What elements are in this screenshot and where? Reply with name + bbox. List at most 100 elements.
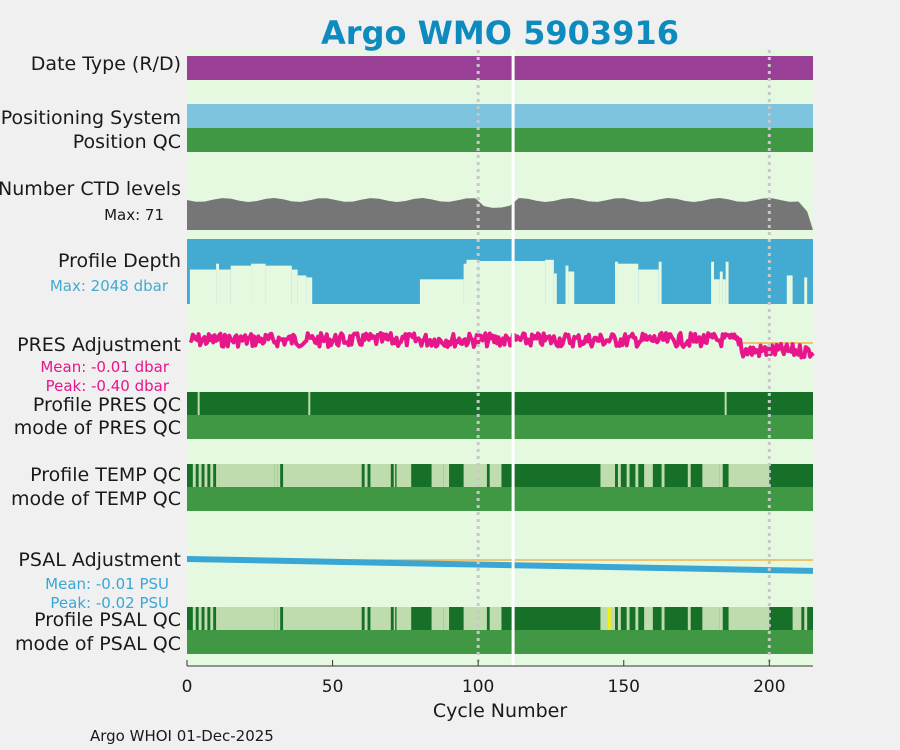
x-axis: 0 50 100 150 200 xyxy=(182,660,813,697)
psal-qc-light-segment xyxy=(277,607,281,630)
profile-depth-shallow xyxy=(463,263,467,304)
temp-qc-light-segment xyxy=(210,464,214,487)
psal-qc-light-segment xyxy=(283,607,362,630)
label-psal-mean: Mean: -0.01 PSU xyxy=(45,575,169,593)
psal-mode-bar xyxy=(187,630,813,654)
label-position-qc: Position QC xyxy=(73,131,181,153)
label-positioning: Positioning System xyxy=(1,107,181,129)
label-psal-peak: Peak: -0.02 PSU xyxy=(50,594,169,612)
temp-qc-light-segment xyxy=(393,464,396,487)
track-layer xyxy=(187,50,815,666)
profile-depth-shallow xyxy=(553,273,557,304)
temp-qc-light-segment xyxy=(277,464,281,487)
x-tick-label: 200 xyxy=(753,677,785,697)
profile-depth-shallow xyxy=(722,279,726,304)
profile-depth-shallow xyxy=(466,259,479,304)
ctd-levels-area xyxy=(187,198,813,230)
temp-mode-bar xyxy=(187,487,813,511)
temp-qc-light-segment xyxy=(198,464,202,487)
profile-depth-shallow xyxy=(719,271,723,304)
x-tick-label: 0 xyxy=(182,677,193,697)
x-tick-label: 150 xyxy=(608,677,640,697)
temp-qc-light-segment xyxy=(370,464,391,487)
label-date-type: Date Type (R/D) xyxy=(31,53,181,75)
temp-qc-light-segment xyxy=(216,464,220,487)
profile-depth-shallow xyxy=(513,260,546,304)
cycle-gap-line xyxy=(511,50,515,666)
temp-qc-light-segment xyxy=(431,464,444,487)
profile-depth-shallow xyxy=(565,265,569,304)
psal-qc-light-segment xyxy=(661,607,665,630)
temp-qc-light-segment xyxy=(661,464,665,487)
psal-qc-light-segment xyxy=(644,607,653,630)
label-pres-peak: Peak: -0.40 dbar xyxy=(46,377,170,395)
profile-depth-shallow xyxy=(711,261,715,304)
reference-vlines xyxy=(476,50,771,666)
pres-qc-light-mark xyxy=(308,392,311,415)
label-pres-mode: mode of PRES QC xyxy=(14,417,181,439)
temp-qc-light-segment xyxy=(274,464,278,487)
psal-qc-light-segment xyxy=(489,607,502,630)
label-pres-qc: Profile PRES QC xyxy=(33,394,181,416)
position-qc-bar xyxy=(187,128,813,152)
profile-depth-shallow xyxy=(617,263,639,304)
temp-qc-light-segment xyxy=(702,464,720,487)
temp-qc-light-segment xyxy=(443,464,450,487)
profile-depth-shallow xyxy=(804,277,808,304)
temp-qc-light-segment xyxy=(617,464,621,487)
psal-qc-light-segment xyxy=(792,607,802,630)
psal-qc-light-segment xyxy=(219,607,275,630)
temp-qc-light-segment xyxy=(192,464,196,487)
label-profile-depth: Profile Depth xyxy=(58,250,181,272)
profile-depth-shallow xyxy=(568,271,575,304)
chart-title: Argo WMO 5903916 xyxy=(321,14,679,52)
temp-qc-light-segment xyxy=(463,464,487,487)
profile-depth-shallow xyxy=(189,269,217,304)
profile-depth-shallow xyxy=(306,277,313,304)
label-ctd-levels: Number CTD levels xyxy=(0,178,181,200)
label-pres-mean: Mean: -0.01 dbar xyxy=(40,358,170,376)
label-ctd-max: Max: 71 xyxy=(104,206,164,224)
x-tick-label: 100 xyxy=(462,677,494,697)
psal-qc-light-segment xyxy=(210,607,214,630)
psal-qc-light-segment xyxy=(635,607,639,630)
pres-adjustment-line xyxy=(188,331,815,360)
positioning-system-bar xyxy=(187,104,813,128)
temp-qc-light-segment xyxy=(728,464,770,487)
profile-depth-shallow xyxy=(478,260,514,304)
pres-qc-light-mark xyxy=(197,392,200,415)
temp-qc-light-segment xyxy=(719,464,723,487)
temp-qc-light-segment xyxy=(364,464,368,487)
psal-qc-light-segment xyxy=(687,607,691,630)
profile-depth-shallow xyxy=(615,261,618,304)
psal-qc-light-segment xyxy=(216,607,220,630)
psal-qc-light-segment xyxy=(274,607,278,630)
psal-qc-light-segment xyxy=(431,607,444,630)
x-axis-label: Cycle Number xyxy=(433,700,567,722)
label-psal-mode: mode of PSAL QC xyxy=(15,633,181,655)
label-temp-mode: mode of TEMP QC xyxy=(11,488,181,510)
psal-qc-light-segment xyxy=(804,607,808,630)
profile-depth-shallow xyxy=(230,265,252,304)
date-type-bar xyxy=(187,56,813,80)
psal-qc-light-segment xyxy=(443,607,450,630)
psal-qc-light-segment xyxy=(617,607,621,630)
psal-qc-light-segment xyxy=(396,607,412,630)
psal-qc-light-segment xyxy=(364,607,368,630)
profile-depth-shallow xyxy=(638,269,659,304)
temp-qc-light-segment xyxy=(204,464,208,487)
label-psal-adjustment: PSAL Adjustment xyxy=(18,549,181,571)
temp-qc-light-segment xyxy=(626,464,630,487)
psal-qc-flag-mark xyxy=(607,607,611,630)
psal-qc-light-segment xyxy=(204,607,208,630)
profile-depth-shallow xyxy=(291,269,298,304)
label-temp-qc: Profile TEMP QC xyxy=(30,464,181,486)
profile-depth-shallow xyxy=(725,261,729,304)
temp-qc-light-segment xyxy=(489,464,502,487)
profile-depth-shallow xyxy=(545,259,554,304)
psal-qc-light-segment xyxy=(702,607,720,630)
temp-qc-light-segment xyxy=(687,464,691,487)
profile-depth-shallow xyxy=(714,279,720,304)
profile-depth-shallow xyxy=(265,265,292,304)
